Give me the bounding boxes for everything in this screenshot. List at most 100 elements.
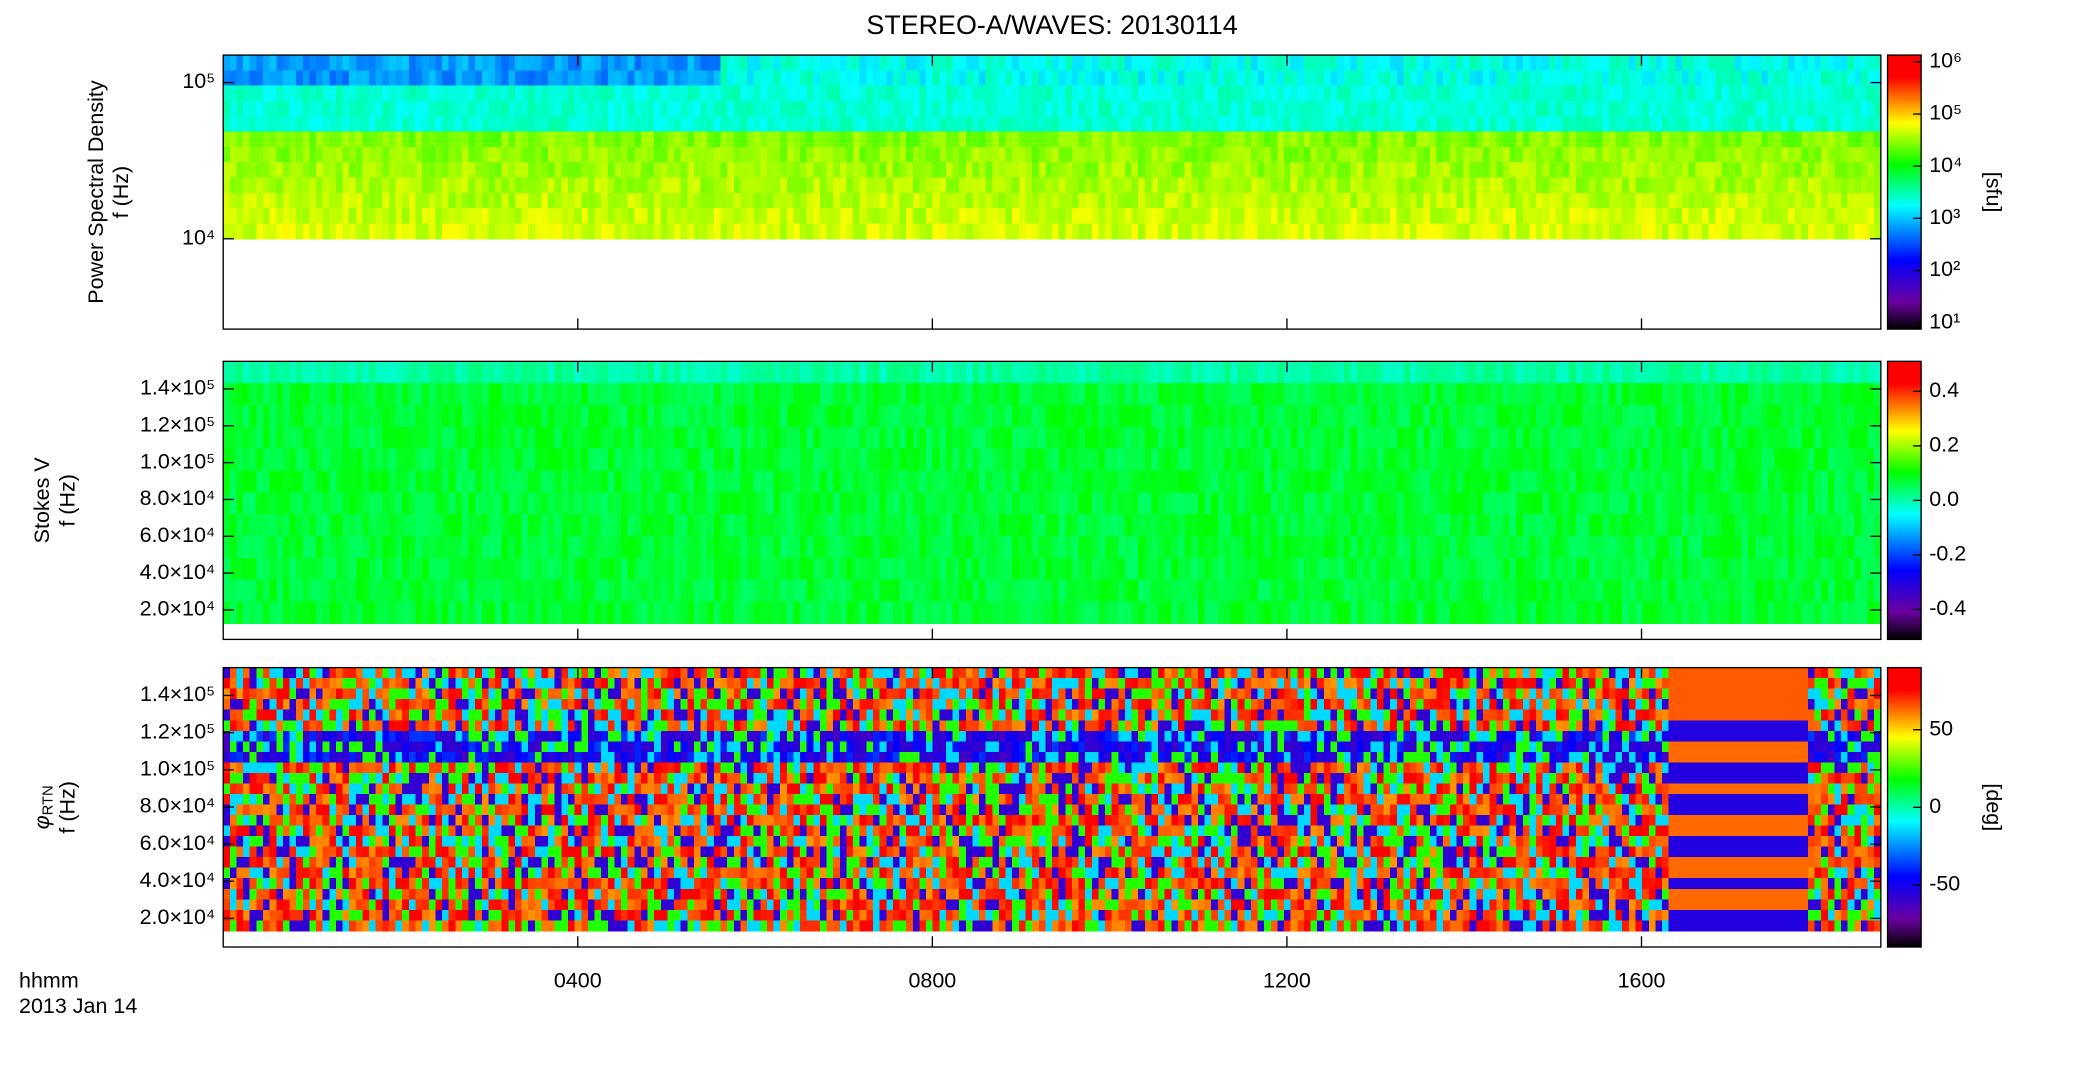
spectrogram-cell <box>819 162 828 179</box>
spectrogram-cell <box>939 514 947 537</box>
spectrogram-cell <box>422 514 430 537</box>
spectrogram-cell <box>680 177 689 194</box>
spectrogram-cell <box>998 131 1007 148</box>
spectrogram-cell <box>833 116 841 133</box>
spectrogram-cell <box>1337 208 1345 225</box>
spectrogram-cell <box>693 146 702 163</box>
spectrogram-cell <box>1284 514 1292 537</box>
spectrogram-cell <box>1164 192 1173 209</box>
spectrogram-cell <box>1151 55 1159 72</box>
spectrogram-cell <box>1728 192 1736 209</box>
spectrogram-cell <box>1204 208 1212 225</box>
spectrogram-cell <box>1217 579 1226 603</box>
spectrogram-cell <box>1277 557 1285 581</box>
spectrogram-cell <box>1131 177 1140 194</box>
spectrogram-cell <box>906 85 914 102</box>
spectrogram-cell <box>329 383 337 406</box>
spectrogram-cell <box>773 383 781 406</box>
spectrogram-cell <box>886 162 894 179</box>
spectrogram-cell <box>1191 55 1199 72</box>
spectrogram-cell <box>402 405 410 428</box>
spectrogram-cell <box>309 383 317 406</box>
spectrogram-cell <box>1244 100 1252 118</box>
spectrogram-cell <box>627 85 636 102</box>
spectrogram-cell <box>382 383 390 406</box>
spectrogram-cell <box>1768 100 1776 118</box>
spectrogram-cell <box>369 131 377 148</box>
spectrogram-cell <box>740 192 748 209</box>
spectrogram-cell <box>256 405 264 428</box>
spectrogram-cell <box>1018 131 1027 148</box>
spectrogram-cell <box>1489 162 1498 179</box>
spectrogram-cell <box>912 448 921 472</box>
spectrogram-cell <box>634 146 642 163</box>
spectrogram-cell <box>1257 162 1266 179</box>
spectrogram-cell <box>316 514 324 537</box>
spectrogram-cell <box>1734 70 1743 87</box>
spectrogram-cell <box>601 223 609 240</box>
spectrogram-cell <box>979 492 987 515</box>
spectrogram-cell <box>349 383 357 406</box>
spectrogram-cell <box>1171 100 1179 118</box>
spectrogram-cell <box>309 116 317 133</box>
spectrogram-cell <box>1788 55 1796 72</box>
spectrogram-cell <box>335 70 344 87</box>
spectrogram-cell <box>1178 579 1186 603</box>
spectrogram-cell <box>733 192 742 209</box>
spectrogram-cell <box>1542 177 1551 194</box>
spectrogram-cell <box>256 492 264 515</box>
spectrogram-cell <box>813 100 821 118</box>
spectrogram-cell <box>1025 383 1033 406</box>
spectrogram-cell <box>1005 223 1014 240</box>
spectrogram-cell <box>282 470 291 494</box>
spectrogram-cell <box>1184 131 1193 148</box>
spectrogram-cell <box>1078 85 1086 102</box>
spectrogram-cell <box>1284 223 1292 240</box>
spectrogram-cell <box>1323 100 1332 118</box>
spectrogram-cell <box>1270 55 1279 72</box>
spectrogram-cell <box>594 405 602 428</box>
spectrogram-cell <box>846 514 854 537</box>
spectrogram-cell <box>833 470 841 494</box>
spectrogram-cell <box>236 492 244 515</box>
spectrogram-cell <box>1383 55 1391 72</box>
spectrogram-cell <box>1231 535 1239 559</box>
spectrogram-cell <box>813 162 821 179</box>
spectrogram-cell <box>1290 426 1299 450</box>
spectrogram-cell <box>1178 223 1186 240</box>
spectrogram-cell <box>415 470 423 494</box>
plot-frame <box>222 54 1882 330</box>
spectrogram-cell <box>1071 100 1080 118</box>
spectrogram-cell <box>992 146 1000 163</box>
spectrogram-cell <box>1529 177 1537 194</box>
spectrogram-cell <box>1005 85 1014 102</box>
spectrogram-cell <box>998 557 1007 581</box>
spectrogram-cell <box>528 223 536 240</box>
spectrogram-cell <box>422 361 430 384</box>
spectrogram-cell <box>408 448 417 472</box>
spectrogram-cell <box>780 535 788 559</box>
spectrogram-cell <box>375 601 384 625</box>
spectrogram-cell <box>1012 131 1020 148</box>
spectrogram-cell <box>1635 177 1643 194</box>
spectrogram-cell <box>680 383 689 406</box>
spectrogram-cell <box>1396 131 1405 148</box>
spectrogram-cell <box>793 535 801 559</box>
spectrogram-cell <box>607 70 616 87</box>
spectrogram-cell <box>727 448 735 472</box>
spectrogram-cell <box>1052 192 1060 209</box>
spectrogram-cell <box>276 557 284 581</box>
spectrogram-cell <box>428 162 437 179</box>
spectrogram-cell <box>985 426 994 450</box>
spectrogram-cell <box>1191 448 1199 472</box>
spectrogram-cell <box>289 116 297 133</box>
spectrogram-cell <box>998 535 1007 559</box>
spectrogram-cell <box>992 55 1000 72</box>
spectrogram-cell <box>1025 514 1033 537</box>
spectrogram-cell <box>1847 131 1856 148</box>
spectrogram-cell <box>939 448 947 472</box>
spectrogram-cell <box>455 131 463 148</box>
spectrogram-cell <box>780 116 788 133</box>
spectrogram-cell <box>1774 55 1783 72</box>
spectrogram-cell <box>998 146 1007 163</box>
